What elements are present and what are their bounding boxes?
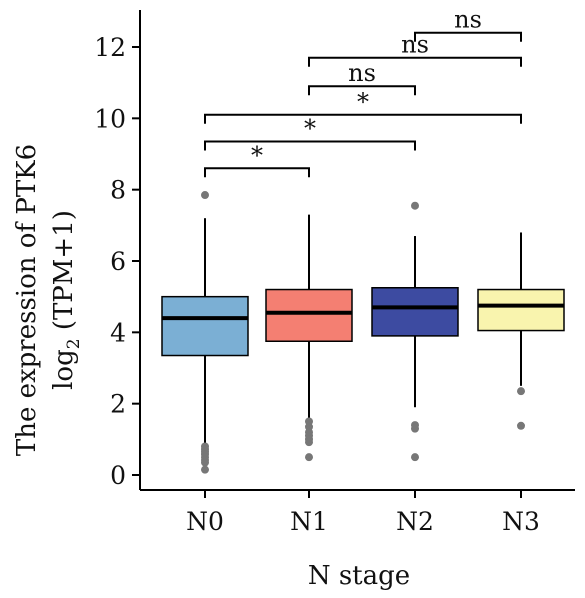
significance-bracket xyxy=(204,167,310,178)
y-tick-label: 2 xyxy=(110,390,126,419)
significance-label: * xyxy=(251,141,263,169)
y-tick-label: 4 xyxy=(110,318,126,347)
significance-bracket xyxy=(308,85,416,96)
y-axis-title-line1: The expression of PTK6 xyxy=(12,144,42,456)
y-tick-label: 6 xyxy=(110,247,126,276)
x-tick-label: N2 xyxy=(396,507,434,536)
significance-label: * xyxy=(357,88,369,116)
outlier-point xyxy=(305,438,313,447)
significance-label: ns xyxy=(348,59,376,87)
box-n3 xyxy=(477,288,565,332)
outlier-point xyxy=(517,387,525,396)
x-tick-label: N0 xyxy=(186,507,224,536)
outlier-point xyxy=(411,201,419,210)
outlier-point xyxy=(201,191,209,200)
outlier-point xyxy=(305,453,313,462)
y-axis-title-line2: log2 (TPM+1) xyxy=(49,210,84,390)
significance-bracket xyxy=(308,56,522,67)
x-tick-label: N1 xyxy=(290,507,328,536)
y-tick-label: 0 xyxy=(110,461,126,490)
significance-bracket xyxy=(204,140,416,151)
y-tick-label: 12 xyxy=(94,33,126,62)
outlier-point xyxy=(201,465,209,474)
box-n1 xyxy=(265,288,353,342)
outlier-point xyxy=(201,458,209,467)
x-tick-label: N3 xyxy=(502,507,540,536)
significance-bracket xyxy=(414,31,522,42)
x-axis-title: N stage xyxy=(308,561,410,591)
y-tick-label: 8 xyxy=(110,176,126,205)
significance-label: * xyxy=(304,115,316,143)
box-n0 xyxy=(161,295,249,357)
significance-bracket xyxy=(204,113,522,124)
y-tick-label: 10 xyxy=(94,104,126,133)
outlier-point xyxy=(411,453,419,462)
significance-label: ns xyxy=(454,6,482,34)
box-n2 xyxy=(371,287,459,337)
outlier-point xyxy=(517,421,525,430)
outlier-point xyxy=(411,424,419,433)
